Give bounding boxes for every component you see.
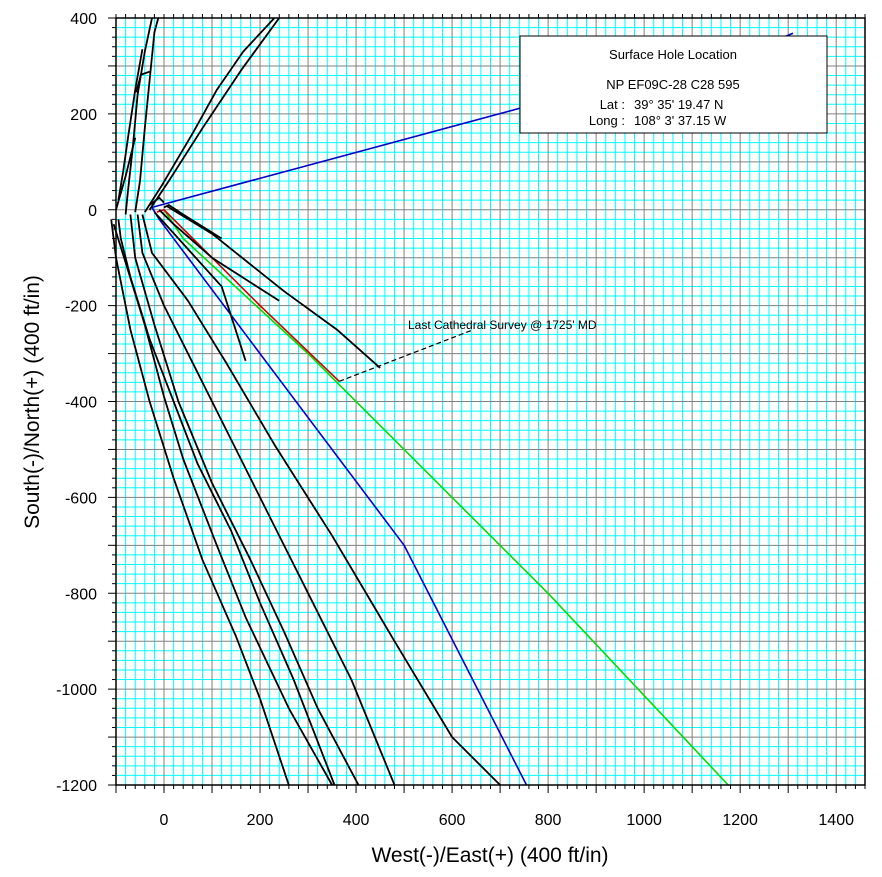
series-offset-wells — [165, 205, 381, 369]
x-tick-label: 600 — [439, 812, 466, 829]
info-box-lat-value: 39° 35' 19.47 N — [634, 97, 723, 112]
x-axis-title: West(-)/East(+) (400 ft/in) — [371, 844, 608, 867]
y-tick-label: -1200 — [56, 778, 97, 795]
series-offset-wells — [136, 214, 396, 786]
x-tick-label: 0 — [160, 812, 169, 829]
axis-ticks: 0 200 400 600 800 1000 1200 1400 400 200 0 -200 -400… — [56, 11, 866, 829]
series-red-actual — [156, 209, 340, 382]
x-tick-label: 1400 — [818, 812, 854, 829]
y-tick-label: -400 — [65, 395, 97, 412]
y-tick-label: -800 — [65, 586, 97, 603]
y-tick-label: 400 — [70, 11, 97, 28]
y-tick-label: -600 — [65, 490, 97, 507]
series-offset-wells — [135, 70, 150, 93]
series-offset-wells — [129, 214, 360, 786]
series-layer — [110, 17, 794, 786]
x-tick-label: 200 — [247, 812, 274, 829]
series-offset-wells — [124, 17, 153, 215]
x-tick-label: 1000 — [626, 812, 662, 829]
series-offset-wells — [110, 219, 290, 786]
series-offset-wells — [117, 219, 336, 786]
info-box-lat-label: Lat : — [600, 97, 625, 112]
info-box-well-name: NP EF09C-28 C28 595 — [606, 77, 739, 92]
annotation-label: Last Cathedral Survey @ 1725' MD — [408, 318, 597, 332]
series-offset-wells — [115, 137, 137, 211]
x-tick-label: 800 — [535, 812, 562, 829]
series-offset-wells — [112, 223, 333, 786]
info-box-title: Surface Hole Location — [609, 47, 737, 62]
series-offset-wells — [134, 17, 160, 213]
info-box-frame — [519, 35, 828, 134]
y-tick-label: 0 — [88, 203, 97, 220]
y-tick-label: -200 — [65, 299, 97, 316]
info-box: Surface Hole Location NP EF09C-28 C28 59… — [519, 35, 828, 134]
x-tick-label: 400 — [343, 812, 370, 829]
y-tick-label: -1000 — [56, 682, 97, 699]
series-offset-wells — [153, 211, 247, 362]
annotation-leader-line — [339, 329, 474, 382]
series-offset-wells — [149, 196, 165, 206]
series-offset-wells — [144, 17, 276, 213]
series-offset-wells — [141, 214, 501, 786]
series-green-plan — [163, 209, 729, 786]
y-axis-title: South(-)/North(+) (400 ft/in) — [21, 275, 44, 529]
x-tick-label: 1200 — [722, 812, 758, 829]
info-box-long-label: Long : — [589, 113, 625, 128]
series-offset-wells — [148, 17, 280, 211]
y-tick-label: 200 — [70, 107, 97, 124]
series-offset-wells — [117, 49, 144, 201]
info-box-long-value: 108° 3' 37.15 W — [634, 113, 727, 128]
series-offset-wells — [158, 209, 280, 302]
